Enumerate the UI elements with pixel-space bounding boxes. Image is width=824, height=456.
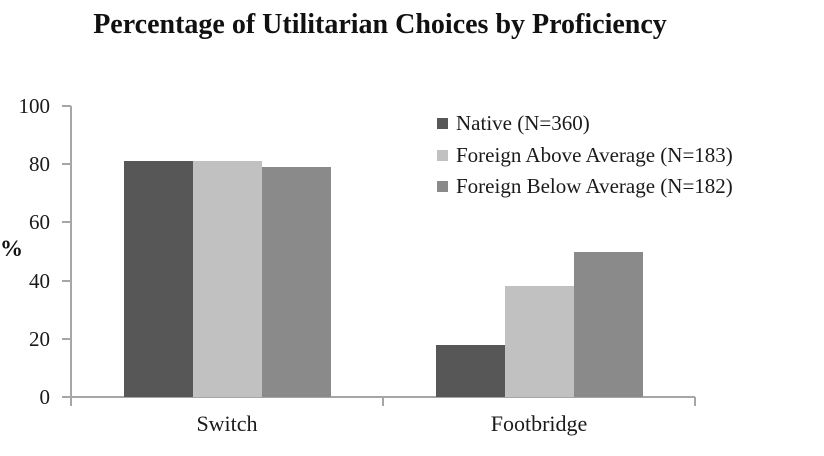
bar-footbridge-native — [435, 344, 505, 397]
y-tick-mark-20 — [62, 337, 71, 340]
y-tick-label-60: 60 — [29, 210, 50, 235]
bar-footbridge-foreign-below-average — [573, 251, 643, 397]
x-category-label-footbridge: Footbridge — [490, 411, 588, 436]
bar-switch-foreign-below-average — [261, 167, 331, 397]
y-tick-mark-80 — [62, 163, 71, 166]
x-axis-line — [62, 396, 695, 398]
y-tick-label-80: 80 — [29, 152, 50, 177]
y-tick-label-0: 0 — [39, 385, 51, 409]
x-tick-mark-2 — [694, 397, 696, 406]
y-tick-mark-60 — [62, 221, 71, 224]
y-axis-line — [70, 106, 72, 406]
y-axis-label: % — [0, 236, 23, 261]
legend-swatch-icon — [437, 118, 448, 129]
legend-item-foreign-above-average: Foreign Above Average (N=183) — [437, 143, 733, 168]
legend-label: Native (N=360) — [456, 111, 590, 135]
y-tick-mark-100 — [62, 105, 71, 107]
y-tick-label-40: 40 — [29, 268, 50, 293]
x-tick-mark-1 — [382, 397, 384, 406]
bar-footbridge-foreign-above-average — [504, 286, 574, 397]
legend-label: Foreign Below Average (N=182) — [456, 174, 733, 198]
y-tick-label-20: 20 — [29, 326, 50, 351]
legend-label: Foreign Above Average (N=183) — [456, 142, 733, 167]
bar-switch-foreign-above-average — [192, 161, 262, 397]
bar-switch-native — [123, 161, 193, 397]
x-category-label-switch: Switch — [196, 411, 258, 436]
chart-title: Percentage of Utilitarian Choices by Pro… — [93, 9, 667, 40]
legend-swatch-icon — [437, 149, 448, 161]
legend-swatch-icon — [437, 181, 448, 192]
y-tick-label-100: 100 — [18, 94, 51, 118]
y-tick-mark-40 — [62, 279, 71, 282]
legend-item-foreign-below-average: Foreign Below Average (N=182) — [437, 174, 733, 199]
legend-item-native: Native (N=360) — [437, 111, 590, 136]
